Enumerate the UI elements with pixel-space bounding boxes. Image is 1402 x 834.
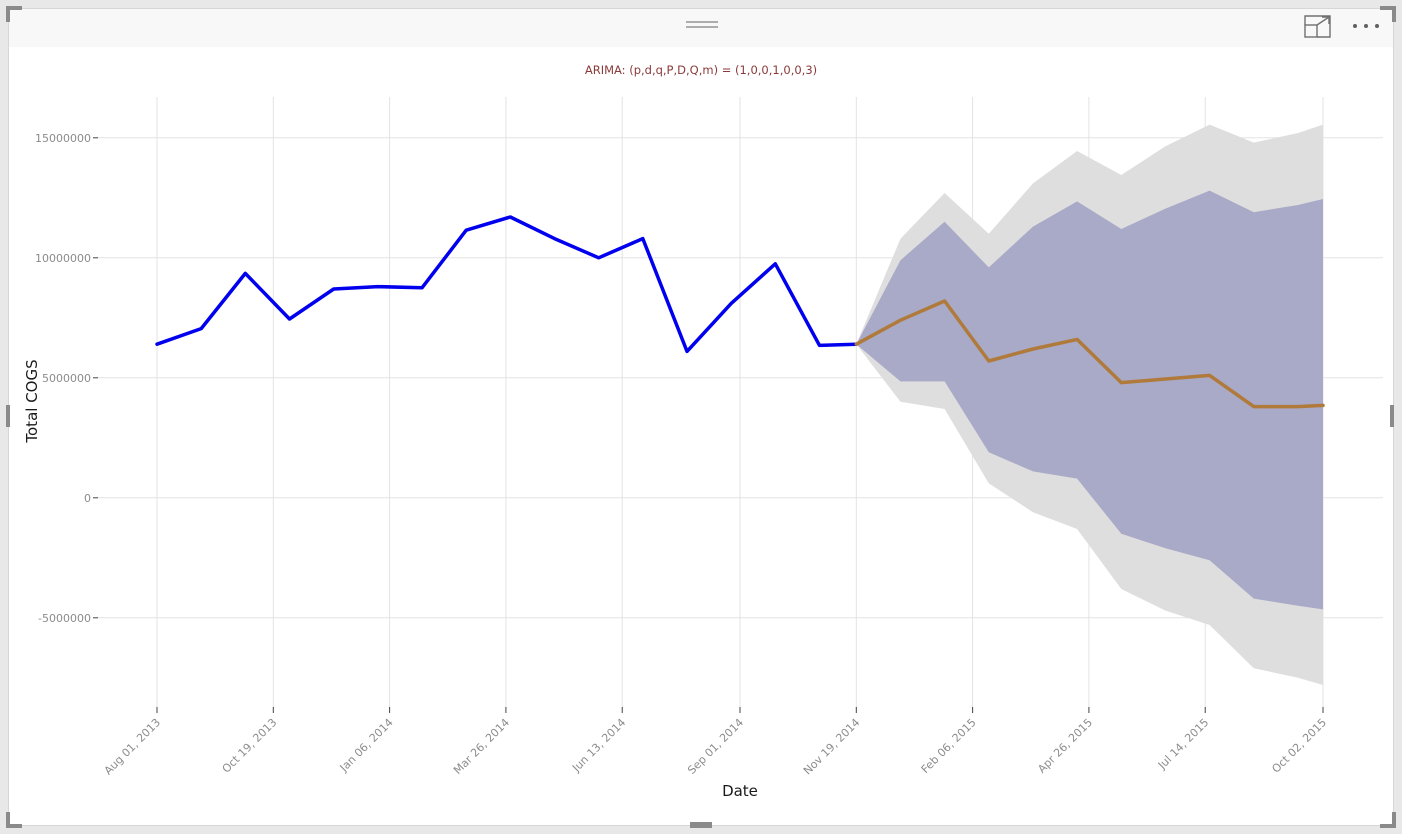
resize-handle-bottom-right[interactable] (1380, 824, 1396, 828)
resize-handle-bottom-left[interactable] (6, 812, 10, 828)
band-80-area (856, 190, 1323, 610)
chart-title: ARIMA: (p,d,q,P,D,Q,m) = (1,0,0,1,0,0,3) (585, 63, 817, 77)
x-tick-label: Mar 26, 2014 (451, 716, 512, 777)
x-tick-label: Jan 06, 2014 (337, 716, 396, 775)
chart-visual-container: Aug 01, 2013 Oct 19, 2013 Jan 06, 2014 Mar … (8, 8, 1394, 826)
x-tick-label: Feb 06, 2015 (919, 716, 979, 776)
x-tick-label: Jul 14, 2015 (1155, 716, 1211, 772)
x-tick-label: Oct 02, 2015 (1269, 716, 1329, 776)
resize-handle-bottom-left[interactable] (6, 824, 22, 828)
resize-handle-bottom[interactable] (690, 822, 712, 828)
series-lines (155, 215, 1325, 409)
y-tick-label: 10000000 (35, 252, 91, 265)
forecast-series-line (854, 299, 1325, 409)
y-axis-title: Total COGS (23, 359, 41, 443)
y-tick-label: 15000000 (35, 132, 91, 145)
resize-handle-bottom-right[interactable] (1392, 812, 1396, 828)
x-axis-title: Date (722, 782, 758, 800)
confidence-band-80 (856, 190, 1323, 610)
x-tick-label: Jun 13, 2014 (569, 716, 628, 775)
y-tick-label: 0 (84, 492, 91, 505)
arima-forecast-chart: Aug 01, 2013 Oct 19, 2013 Jan 06, 2014 Mar … (23, 63, 1383, 800)
actual-series-line (155, 215, 859, 354)
resize-handle-top-right[interactable] (1380, 6, 1396, 10)
x-axis-ticks: Aug 01, 2013 Oct 19, 2013 Jan 06, 2014 Mar … (102, 707, 1329, 777)
x-tick-label: Oct 19, 2013 (220, 716, 280, 776)
resize-handle-left[interactable] (6, 405, 10, 427)
y-tick-label: -5000000 (38, 612, 91, 625)
y-axis-ticks: -5000000 0 5000000 10000000 15000000 (35, 132, 98, 625)
resize-handle-top-left[interactable] (6, 6, 10, 22)
x-tick-label: Apr 26, 2015 (1035, 716, 1095, 776)
visual-header (9, 9, 1393, 47)
resize-handle-top-right[interactable] (1392, 6, 1396, 22)
resize-handle-right[interactable] (1390, 405, 1394, 427)
x-tick-label: Aug 01, 2013 (102, 716, 163, 777)
focus-mode-icon[interactable] (1303, 13, 1333, 41)
x-tick-label: Sep 01, 2014 (685, 716, 746, 777)
x-tick-label: Nov 19, 2014 (801, 716, 862, 777)
more-options-icon[interactable] (1349, 17, 1385, 35)
y-tick-label: 5000000 (42, 372, 91, 385)
resize-handle-top-left[interactable] (6, 6, 22, 10)
drag-handle-icon[interactable] (685, 17, 719, 35)
